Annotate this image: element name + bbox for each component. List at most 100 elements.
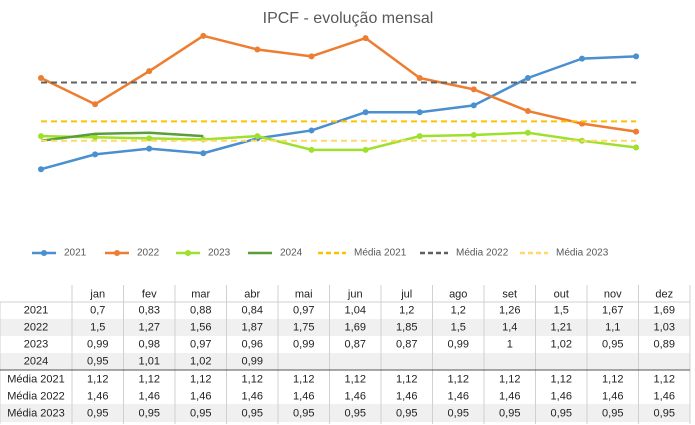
row-header: Média 2022 — [7, 390, 65, 402]
table-cell: 0,95 — [448, 407, 469, 419]
table-cell: 1,12 — [293, 373, 314, 385]
legend-marker — [41, 250, 47, 256]
table-cell: 0,98 — [139, 338, 160, 350]
data-point — [38, 166, 44, 173]
table-cell: 1,12 — [448, 373, 469, 385]
table-cell: 1,87 — [242, 321, 263, 333]
table-cell: 1,46 — [602, 390, 623, 402]
data-point — [524, 129, 531, 136]
table-cell: 1,5 — [554, 304, 569, 316]
series-line — [40, 34, 637, 133]
data-point — [362, 146, 369, 153]
row-shade — [0, 353, 690, 370]
table-background — [0, 319, 690, 422]
table-cell: 1,27 — [139, 321, 160, 333]
legend-label: 2021 — [64, 248, 87, 259]
column-header: mai — [295, 288, 313, 300]
table-cell: 1,2 — [399, 304, 414, 316]
table-cell: 1,69 — [345, 321, 366, 333]
table-cell: 0,95 — [139, 407, 160, 419]
table-cell: 1,04 — [345, 304, 366, 316]
legend-label: Média 2023 — [556, 248, 609, 259]
row-header: 2023 — [24, 338, 48, 350]
table-cell: 1,01 — [139, 355, 160, 367]
table-cell: 1,26 — [499, 304, 520, 316]
data-point — [308, 127, 315, 134]
data-point — [470, 102, 477, 109]
data-point — [308, 146, 315, 153]
table-cell: 0,95 — [87, 355, 108, 367]
column-header: fev — [142, 288, 157, 300]
table-cell: 0,95 — [190, 407, 211, 419]
row-header: Média 2023 — [7, 407, 65, 419]
data-point — [146, 135, 153, 142]
data-point — [38, 75, 44, 81]
table-cell: 1,4 — [502, 321, 517, 333]
table-cell: 1,46 — [396, 390, 417, 402]
table-cell: 0,84 — [242, 304, 263, 316]
data-point — [362, 35, 369, 42]
table-cell: 0,89 — [654, 338, 675, 350]
legend-label: 2023 — [208, 248, 231, 259]
table-cell: 1,1 — [605, 321, 620, 333]
column-header: jan — [89, 288, 105, 300]
table-cell: 1,75 — [293, 321, 314, 333]
table-cell: 1,03 — [654, 321, 675, 333]
column-header: set — [502, 288, 517, 300]
data-point — [146, 68, 153, 75]
column-header: out — [554, 288, 569, 300]
table-cell: 0,95 — [551, 407, 572, 419]
data-point — [92, 151, 99, 158]
table-cell: 1,21 — [551, 321, 572, 333]
table-cell: 1,12 — [190, 373, 211, 385]
table-cell: 0,7 — [90, 304, 105, 316]
table-cell: 1,46 — [87, 390, 108, 402]
table-cell: 1,5 — [451, 321, 466, 333]
data-point — [470, 86, 477, 93]
table-cell: 0,95 — [396, 407, 417, 419]
table-cell: 1,12 — [87, 373, 108, 385]
table-cell: 0,95 — [602, 407, 623, 419]
column-header: nov — [604, 288, 622, 300]
table-cell: 0,97 — [190, 338, 211, 350]
table-cell: 1,56 — [190, 321, 211, 333]
table-cell: 1,12 — [499, 373, 520, 385]
legend-label: Média 2021 — [354, 248, 407, 259]
data-point — [200, 32, 207, 39]
table-cell: 1,46 — [293, 390, 314, 402]
table-cell: 0,95 — [602, 338, 623, 350]
table-cell: 1,12 — [139, 373, 160, 385]
table-cell: 0,96 — [242, 338, 263, 350]
table-cell: 0,87 — [345, 338, 366, 350]
column-header: jun — [347, 288, 363, 300]
row-header: 2024 — [24, 355, 48, 367]
table-cell: 1,46 — [499, 390, 520, 402]
table-cell: 1,46 — [190, 390, 211, 402]
table-cell: 0,83 — [139, 304, 160, 316]
data-point — [254, 46, 261, 53]
table-cell: 1,5 — [90, 321, 105, 333]
row-header: 2021 — [24, 304, 48, 316]
table-cell: 1,46 — [139, 390, 160, 402]
table-cell: 1,69 — [654, 304, 675, 316]
column-header: dez — [655, 288, 673, 300]
table-cell: 0,95 — [345, 407, 366, 419]
table-cell: 0,95 — [242, 407, 263, 419]
table-cell: 0,95 — [654, 407, 675, 419]
table-cell: 1,12 — [242, 373, 263, 385]
data-point — [579, 55, 585, 62]
data-point — [633, 144, 640, 151]
data-point — [146, 145, 153, 152]
table-cell: 1,85 — [396, 321, 417, 333]
table-cell: 1,02 — [190, 355, 211, 367]
table-cell: 1,46 — [654, 390, 675, 402]
table-cell: 1,12 — [602, 373, 623, 385]
table-cell: 1,46 — [242, 390, 263, 402]
table-cell: 1,12 — [345, 373, 366, 385]
table-cell: 0,99 — [87, 338, 108, 350]
table-cell: 0,97 — [293, 304, 314, 316]
data-point — [416, 75, 423, 81]
data-point — [92, 134, 99, 141]
table-cell: 0,95 — [87, 407, 108, 419]
